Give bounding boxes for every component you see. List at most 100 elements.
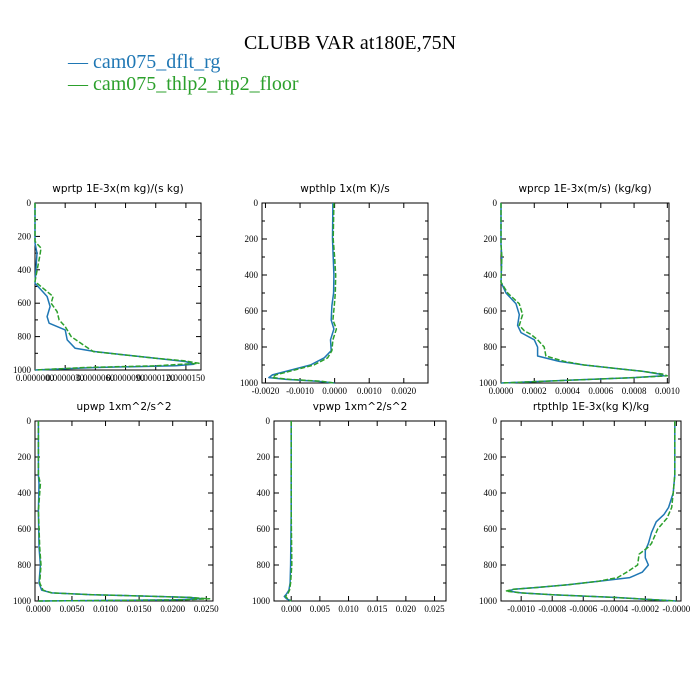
legend-dash-2: — bbox=[67, 73, 93, 95]
panel-title: upwp 1xm^2/s^2 bbox=[77, 401, 172, 413]
legend-dash-1: — bbox=[67, 51, 93, 73]
x-tick-label: 0.0000 bbox=[26, 604, 51, 614]
series-line-1 bbox=[508, 421, 677, 602]
y-tick-label: 600 bbox=[18, 524, 32, 534]
x-tick-label: 0.0010 bbox=[357, 386, 382, 396]
y-tick-label: 1000 bbox=[13, 365, 32, 375]
x-tick-label: 0.0004 bbox=[555, 386, 580, 396]
y-tick-label: 0 bbox=[27, 416, 32, 426]
y-tick-label: 800 bbox=[484, 342, 498, 352]
x-tick-label: 0.015 bbox=[367, 604, 388, 614]
legend-label-2: cam075_thlp2_rtp2_floor bbox=[93, 73, 299, 95]
x-tick-label: 0.0008 bbox=[622, 386, 647, 396]
plot-frame bbox=[273, 420, 447, 602]
x-tick-label: 0.0100 bbox=[93, 604, 118, 614]
y-tick-label: 200 bbox=[484, 452, 498, 462]
y-tick-label: 800 bbox=[18, 560, 32, 570]
plot-frame bbox=[34, 202, 202, 371]
x-tick-label: 0.0050 bbox=[60, 604, 85, 614]
series-line-1 bbox=[37, 421, 204, 602]
panel-title: vpwp 1xm^2/s^2 bbox=[313, 401, 408, 413]
y-tick-label: 200 bbox=[484, 234, 498, 244]
x-tick-label: 0.020 bbox=[396, 604, 417, 614]
series-line-2 bbox=[504, 421, 677, 602]
series-line-1 bbox=[500, 203, 665, 384]
y-tick-label: 0 bbox=[266, 416, 271, 426]
y-tick-label: 200 bbox=[245, 234, 259, 244]
x-tick-label: 0.0000030 bbox=[46, 373, 85, 383]
figure-title: CLUBB VAR at180E,75N bbox=[244, 32, 456, 54]
series-line-2 bbox=[271, 202, 338, 384]
x-tick-label: -0.0020 bbox=[252, 386, 280, 396]
x-tick-label: 0.0250 bbox=[194, 604, 219, 614]
series-line-2 bbox=[34, 203, 200, 371]
x-tick-label: 0.0000 bbox=[322, 386, 347, 396]
panel-3: wprcp 1E-3x(m/s) (kg/kg) 0 200 400 600 800 100… bbox=[479, 183, 680, 396]
x-tick-label: 0.0002 bbox=[522, 386, 547, 396]
y-tick-label: 600 bbox=[484, 306, 498, 316]
figure-legend: — cam075_dflt_rg — cam075_thlp2_rtp2_flo… bbox=[67, 51, 299, 95]
x-tick-label: 0.0010 bbox=[655, 386, 680, 396]
y-tick-label: 1000 bbox=[252, 596, 271, 606]
y-tick-label: 0 bbox=[493, 416, 498, 426]
x-tick-label: -0.0000 bbox=[662, 604, 690, 614]
x-tick-label: -0.0008 bbox=[538, 604, 566, 614]
panel-title: wprtp 1E-3x(m kg)/(s kg) bbox=[52, 183, 183, 195]
y-tick-label: 1000 bbox=[13, 596, 32, 606]
x-tick-label: 0.0006 bbox=[588, 386, 613, 396]
y-tick-label: 400 bbox=[484, 270, 498, 280]
y-tick-label: 1000 bbox=[479, 378, 498, 388]
plot-frame bbox=[261, 202, 429, 384]
y-tick-label: 600 bbox=[257, 524, 271, 534]
panel-title: wprcp 1E-3x(m/s) (kg/kg) bbox=[518, 183, 651, 195]
y-tick-label: 0 bbox=[493, 198, 498, 208]
y-tick-label: 200 bbox=[257, 452, 271, 462]
x-tick-label: 0.025 bbox=[424, 604, 445, 614]
panel-5: vpwp 1xm^2/s^2 0 200 400 600 800 1000 0.000 0.00… bbox=[252, 401, 447, 614]
panel-title: wpthlp 1x(m K)/s bbox=[300, 183, 390, 195]
panels-group: wprtp 1E-3x(m kg)/(s kg) 0 200 400 600 800 100… bbox=[13, 183, 691, 614]
x-tick-label: 0.0000150 bbox=[167, 373, 206, 383]
series-line-2 bbox=[500, 203, 669, 384]
plot-frame bbox=[500, 202, 670, 384]
y-tick-label: 1000 bbox=[240, 378, 259, 388]
legend-label-1: cam075_dflt_rg bbox=[93, 51, 220, 73]
x-tick-label: 0.0000 bbox=[489, 386, 514, 396]
x-tick-label: 0.0150 bbox=[127, 604, 152, 614]
y-tick-label: 400 bbox=[484, 488, 498, 498]
x-tick-label: -0.0002 bbox=[631, 604, 659, 614]
legend-item-1: — cam075_dflt_rg bbox=[67, 51, 220, 73]
x-tick-label: 0.0000120 bbox=[137, 373, 176, 383]
x-tick-label: 0.005 bbox=[310, 604, 331, 614]
x-tick-label: -0.0004 bbox=[600, 604, 628, 614]
y-tick-label: 400 bbox=[18, 265, 32, 275]
x-tick-label: 0.0000060 bbox=[76, 373, 115, 383]
series-line-1 bbox=[283, 421, 292, 602]
x-tick-label: -0.0006 bbox=[569, 604, 597, 614]
y-tick-label: 600 bbox=[484, 524, 498, 534]
panel-title: rtpthlp 1E-3x(kg K)/kg bbox=[533, 401, 649, 413]
y-tick-label: 400 bbox=[245, 270, 259, 280]
plot-frame bbox=[500, 420, 682, 602]
series-line-2 bbox=[37, 421, 211, 602]
series-line-1 bbox=[268, 202, 335, 384]
panel-2: wpthlp 1x(m K)/s 0 200 400 600 800 1000-0.0020… bbox=[240, 183, 429, 396]
y-tick-label: 600 bbox=[245, 306, 259, 316]
y-tick-label: 0 bbox=[27, 198, 32, 208]
y-tick-label: 400 bbox=[257, 488, 271, 498]
x-tick-label: 0.010 bbox=[338, 604, 359, 614]
x-tick-label: 0.0200 bbox=[160, 604, 185, 614]
series-line-1 bbox=[34, 203, 195, 371]
y-tick-label: 400 bbox=[18, 488, 32, 498]
y-tick-label: 800 bbox=[245, 342, 259, 352]
y-tick-label: 600 bbox=[18, 298, 32, 308]
y-tick-label: 800 bbox=[257, 560, 271, 570]
y-tick-label: 1000 bbox=[479, 596, 498, 606]
y-tick-label: 800 bbox=[18, 332, 32, 342]
x-tick-label: 0.0000000 bbox=[16, 373, 55, 383]
x-tick-label: 0.0000090 bbox=[106, 373, 145, 383]
x-tick-label: -0.0010 bbox=[286, 386, 314, 396]
panel-6: rtpthlp 1E-3x(kg K)/kg02004006008001000-… bbox=[479, 401, 691, 614]
